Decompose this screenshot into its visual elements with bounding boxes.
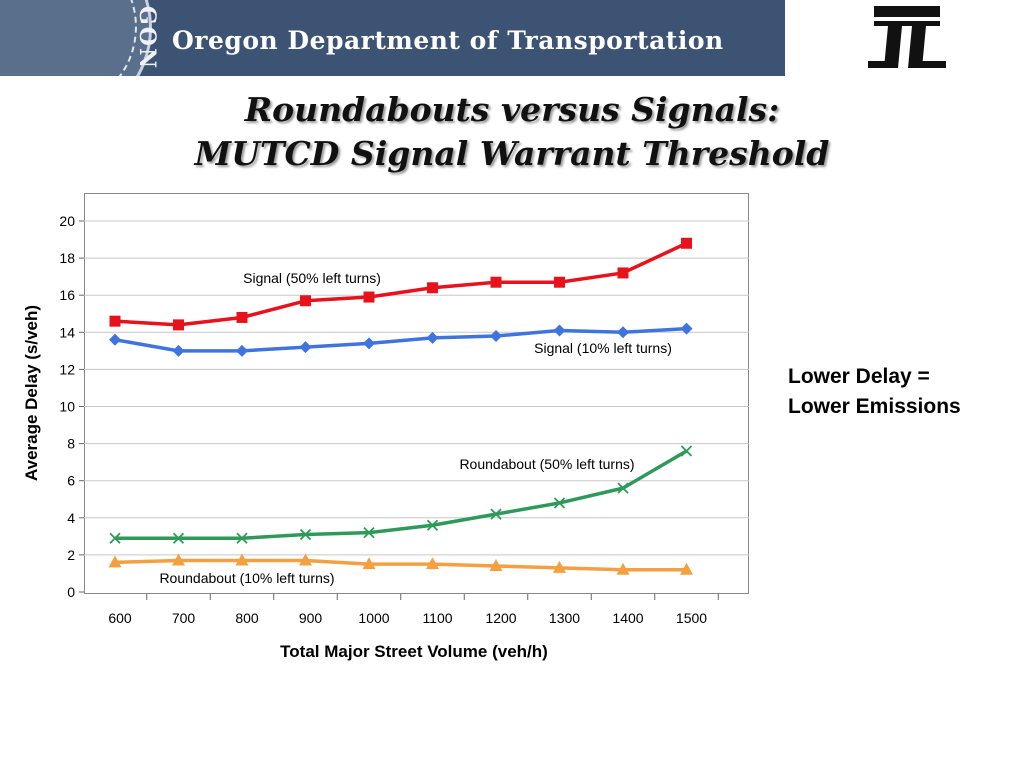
data-point	[426, 331, 439, 344]
data-point	[299, 341, 312, 354]
x-axis-label: Total Major Street Volume (veh/h)	[280, 642, 548, 661]
data-point	[172, 532, 185, 544]
y-tick-label: 20	[59, 213, 75, 229]
data-point	[299, 528, 312, 541]
y-tick-label: 18	[59, 250, 75, 266]
data-point	[616, 562, 630, 575]
x-tick-label: 700	[172, 610, 196, 626]
seal-text: GON	[134, 5, 160, 71]
data-point	[108, 555, 122, 568]
data-point	[109, 333, 121, 346]
data-point	[300, 295, 311, 307]
series-annotation: Signal (10% left turns)	[534, 340, 672, 356]
data-point	[236, 311, 248, 323]
y-tick-label: 6	[67, 473, 75, 489]
line-chart: 0 2 4 6 8 10 12 14 16 18 20 600 700 800 900 1000 1100 120…	[22, 213, 749, 661]
data-point	[109, 315, 121, 327]
data-point	[427, 282, 438, 294]
x-tick-label: 1300	[549, 610, 580, 626]
y-tick-label: 14	[59, 324, 75, 340]
data-point	[553, 324, 566, 337]
state-seal-icon	[0, 0, 152, 76]
header-banner: GON Oregon Department of Transportation	[0, 0, 785, 76]
x-tick-label: 1100	[422, 610, 452, 626]
title-line-1: Roundabouts versus Signals:	[244, 90, 780, 129]
y-tick-label: 10	[59, 399, 75, 415]
x-tick-label: 800	[235, 610, 259, 626]
data-point	[363, 527, 375, 539]
data-point	[363, 337, 375, 350]
data-point	[680, 322, 693, 335]
x-tick-label: 1000	[358, 610, 389, 626]
data-point	[553, 497, 566, 509]
data-point	[426, 557, 439, 570]
data-point	[172, 344, 185, 357]
x-tick-label: 1400	[612, 610, 643, 626]
y-tick-label: 0	[67, 584, 75, 600]
y-tick-label: 2	[67, 547, 75, 563]
data-point	[680, 445, 693, 457]
y-tick-label: 16	[59, 287, 75, 303]
series-line-2	[114, 326, 687, 353]
y-tick-label: 4	[67, 510, 75, 526]
y-tick-label: 12	[59, 361, 75, 377]
data-point	[299, 553, 312, 566]
series-line-1	[114, 241, 688, 327]
data-point	[490, 508, 502, 520]
slide-title: Roundabouts versus Signals: MUTCD Signal…	[0, 88, 1024, 176]
x-tick-label: 1500	[676, 610, 707, 626]
data-point	[172, 553, 185, 566]
y-axis-label: Average Delay (s/veh)	[22, 305, 41, 481]
data-point	[109, 532, 121, 544]
series-annotation: Roundabout (10% left turns)	[159, 570, 334, 586]
data-point	[363, 291, 375, 303]
data-point	[617, 482, 629, 494]
y-tick-label: 8	[67, 436, 75, 452]
data-point	[553, 560, 566, 573]
title-line-2: MUTCD Signal Warrant Threshold	[194, 134, 830, 173]
side-note: Lower Delay = Lower Emissions	[788, 362, 1018, 422]
series-line-4	[114, 558, 687, 572]
data-point	[490, 276, 502, 288]
data-point	[173, 319, 184, 331]
side-note-line-2: Lower Emissions	[788, 395, 961, 418]
data-point	[362, 557, 376, 570]
x-tick-label: 600	[108, 610, 132, 626]
data-point	[235, 553, 249, 566]
data-point	[236, 532, 248, 544]
side-note-line-1: Lower Delay =	[788, 365, 930, 388]
data-point	[426, 519, 439, 531]
data-point	[236, 344, 248, 357]
odot-logo-icon	[868, 6, 946, 68]
data-point	[554, 276, 565, 288]
x-tick-label: 900	[299, 610, 323, 626]
series-annotation: Signal (50% left turns)	[243, 270, 381, 286]
series-annotation: Roundabout (50% left turns)	[459, 456, 634, 472]
data-point	[680, 562, 693, 575]
data-point	[681, 237, 692, 249]
data-point	[617, 326, 629, 339]
agency-name: Oregon Department of Transportation	[172, 26, 724, 55]
x-tick-label: 1200	[485, 610, 516, 626]
data-point	[489, 559, 503, 572]
data-point	[617, 267, 629, 279]
series-line-3	[115, 449, 688, 540]
data-point	[490, 330, 502, 343]
